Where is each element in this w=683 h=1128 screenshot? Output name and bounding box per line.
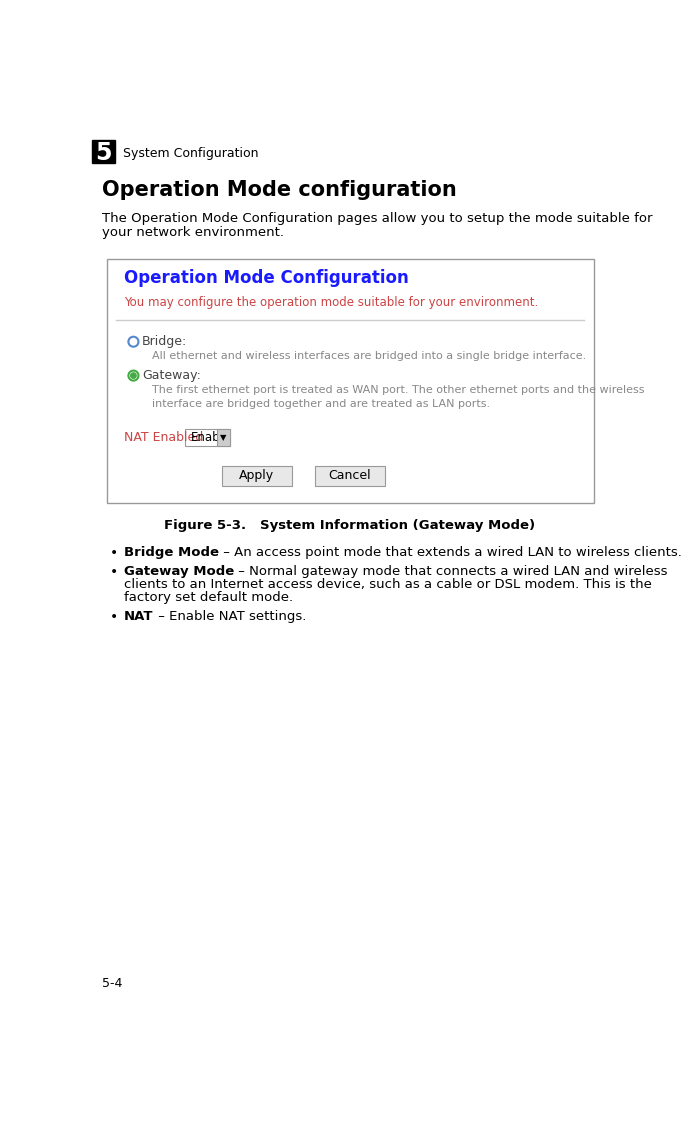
Circle shape xyxy=(128,371,139,380)
Circle shape xyxy=(128,337,139,346)
FancyBboxPatch shape xyxy=(222,466,292,486)
Text: The Operation Mode Configuration pages allow you to setup the mode suitable for: The Operation Mode Configuration pages a… xyxy=(102,212,653,226)
Text: Bridge Mode: Bridge Mode xyxy=(124,546,219,558)
FancyBboxPatch shape xyxy=(184,429,229,446)
Text: Bridge:: Bridge: xyxy=(142,335,187,349)
Text: System Configuration: System Configuration xyxy=(122,147,258,159)
Text: All ethernet and wireless interfaces are bridged into a single bridge interface.: All ethernet and wireless interfaces are… xyxy=(152,351,586,361)
Text: Gateway Mode: Gateway Mode xyxy=(124,565,234,578)
Text: – An access point mode that extends a wired LAN to wireless clients.: – An access point mode that extends a wi… xyxy=(219,546,682,558)
Text: clients to an Internet access device, such as a cable or DSL modem. This is the: clients to an Internet access device, su… xyxy=(124,579,652,591)
Text: NAT: NAT xyxy=(124,610,154,624)
Text: Cancel: Cancel xyxy=(329,469,371,482)
FancyBboxPatch shape xyxy=(92,140,115,164)
Text: •: • xyxy=(110,565,118,579)
Circle shape xyxy=(130,373,136,378)
Text: – Normal gateway mode that connects a wired LAN and wireless: – Normal gateway mode that connects a wi… xyxy=(234,565,668,578)
Text: •: • xyxy=(110,546,118,559)
FancyBboxPatch shape xyxy=(107,258,594,503)
Text: 5-4: 5-4 xyxy=(102,977,123,990)
Text: You may configure the operation mode suitable for your environment.: You may configure the operation mode sui… xyxy=(124,296,538,309)
Text: Operation Mode configuration: Operation Mode configuration xyxy=(102,180,457,200)
FancyBboxPatch shape xyxy=(217,429,229,446)
Text: your network environment.: your network environment. xyxy=(102,227,284,239)
Text: Enable: Enable xyxy=(191,431,231,443)
Text: The first ethernet port is treated as WAN port. The other ethernet ports and the: The first ethernet port is treated as WA… xyxy=(152,385,645,409)
Text: ▼: ▼ xyxy=(220,433,227,442)
Text: Figure 5-3.   System Information (Gateway Mode): Figure 5-3. System Information (Gateway … xyxy=(165,519,535,531)
Text: Operation Mode Configuration: Operation Mode Configuration xyxy=(124,270,409,288)
Text: factory set default mode.: factory set default mode. xyxy=(124,591,293,605)
Text: •: • xyxy=(110,610,118,625)
Text: Gateway:: Gateway: xyxy=(142,369,201,382)
Text: Apply: Apply xyxy=(239,469,274,482)
Text: – Enable NAT settings.: – Enable NAT settings. xyxy=(154,610,306,624)
FancyBboxPatch shape xyxy=(315,466,385,486)
Text: NAT Enabled: NAT Enabled xyxy=(124,431,204,443)
Text: 5: 5 xyxy=(95,141,111,165)
